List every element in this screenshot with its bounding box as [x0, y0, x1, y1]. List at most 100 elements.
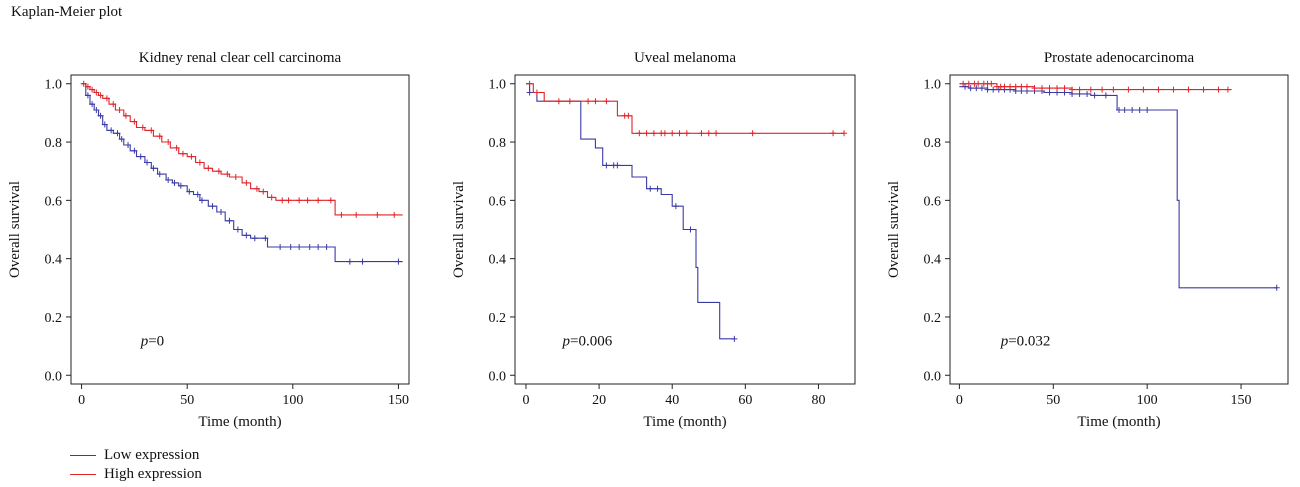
- censor-mark: [118, 136, 125, 143]
- figure-title: Kaplan-Meier plot: [11, 4, 123, 20]
- censor-mark: [395, 258, 402, 265]
- x-tick-label: 50: [180, 393, 194, 408]
- censor-mark: [359, 258, 366, 265]
- censor-mark: [603, 98, 610, 105]
- censor-mark: [1099, 86, 1106, 93]
- censor-mark: [960, 80, 967, 87]
- censor-mark: [194, 191, 201, 198]
- km-step-line: [81, 83, 403, 263]
- censor-mark: [304, 197, 311, 204]
- censor-mark: [1140, 86, 1147, 93]
- x-axis-label: Time (month): [643, 414, 726, 430]
- charts-canvas: Kidney renal clear cell carcinoma 0 50 100 1…: [7, 50, 1289, 430]
- censor-mark: [676, 130, 683, 137]
- plot-frame: [949, 74, 1289, 385]
- censor-mark: [232, 174, 239, 181]
- series-low: [959, 83, 1280, 291]
- censor-mark: [1031, 85, 1038, 92]
- y-tick-label: 1.0: [45, 78, 63, 93]
- y-tick-label: 0.8: [489, 136, 507, 151]
- censor-mark: [327, 197, 334, 204]
- censor-mark: [131, 118, 138, 125]
- censor-mark: [965, 80, 972, 87]
- censor-mark: [243, 179, 250, 186]
- censor-mark: [346, 258, 353, 265]
- chart-title: Prostate adenocarcinoma: [1044, 50, 1195, 66]
- p-value: =0.032: [1008, 333, 1050, 349]
- censor-mark: [1084, 90, 1091, 97]
- censor-mark: [978, 85, 985, 92]
- y-tick-label: 0.2: [45, 311, 63, 326]
- censor-mark: [89, 101, 96, 108]
- censor-mark: [1200, 86, 1207, 93]
- x-tick-label: 0: [522, 393, 529, 408]
- legend-label-low: Low expression: [104, 447, 200, 463]
- censor-mark: [89, 86, 96, 93]
- censor-mark: [285, 197, 292, 204]
- censor-mark: [103, 95, 110, 102]
- y-tick-label: 0.4: [489, 253, 507, 268]
- censor-mark: [137, 153, 144, 160]
- y-tick-label: 1.0: [924, 78, 942, 93]
- series-high: [526, 80, 848, 137]
- censor-mark: [296, 243, 303, 250]
- censor-mark: [1054, 85, 1061, 92]
- censor-mark: [713, 130, 720, 137]
- censor-mark: [260, 188, 267, 195]
- chart-panel-1: Uveal melanoma 0 20 40 60 80 0.0 0.2 0.4 0.6 0.8 1.…: [451, 50, 856, 430]
- p-symbol: p: [562, 333, 571, 349]
- censor-mark: [97, 92, 104, 99]
- x-tick-label: 20: [592, 393, 606, 408]
- km-step-line: [959, 86, 1277, 289]
- y-axis-label: Overall survival: [7, 181, 23, 278]
- censor-mark: [1012, 83, 1019, 90]
- y-tick-label: 0.4: [924, 253, 942, 268]
- censor-mark: [1018, 83, 1025, 90]
- censor-mark: [173, 144, 180, 151]
- x-tick-label: 50: [1046, 393, 1060, 408]
- censor-mark: [1046, 85, 1053, 92]
- plot-frame: [70, 74, 410, 385]
- censor-mark: [80, 80, 87, 87]
- censor-mark: [1061, 85, 1068, 92]
- censor-mark: [253, 185, 260, 192]
- censor-mark: [97, 112, 104, 119]
- km-step-line: [526, 83, 735, 340]
- censor-mark: [156, 133, 163, 140]
- y-tick-label: 0.6: [45, 194, 63, 209]
- legend-swatch-low: [70, 455, 96, 456]
- censor-mark: [209, 203, 216, 210]
- censor-mark: [683, 130, 690, 137]
- censor-mark: [1170, 86, 1177, 93]
- x-tick-label: 100: [282, 393, 303, 408]
- censor-mark: [243, 232, 250, 239]
- censor-mark: [1091, 92, 1098, 99]
- censor-mark: [1039, 85, 1046, 92]
- censor-mark: [287, 243, 294, 250]
- censor-mark: [188, 153, 195, 160]
- censor-mark: [125, 141, 132, 148]
- censor-mark: [526, 89, 533, 96]
- legend-item-high: High expression: [70, 465, 202, 484]
- p-value-annotation: p=0.032: [1000, 333, 1051, 349]
- p-value-annotation: p=0.006: [562, 333, 613, 349]
- censor-mark: [1144, 106, 1151, 113]
- censor-mark: [592, 98, 599, 105]
- legend: Low expression High expression: [70, 446, 202, 484]
- censor-mark: [566, 98, 573, 105]
- y-tick-label: 0.2: [924, 311, 942, 326]
- censor-mark: [196, 159, 203, 166]
- censor-mark: [533, 89, 540, 96]
- censor-mark: [224, 171, 231, 178]
- censor-mark: [279, 197, 286, 204]
- censor-mark: [555, 98, 562, 105]
- censor-mark: [975, 80, 982, 87]
- censor-mark: [841, 130, 848, 137]
- x-axis-label: Time (month): [1077, 414, 1160, 430]
- censor-mark: [1185, 86, 1192, 93]
- censor-mark: [165, 139, 172, 146]
- censor-mark: [306, 243, 313, 250]
- chart-panel-0: Kidney renal clear cell carcinoma 0 50 100 1…: [7, 50, 410, 430]
- censor-mark: [1136, 106, 1143, 113]
- chart-title: Kidney renal clear cell carcinoma: [139, 50, 342, 66]
